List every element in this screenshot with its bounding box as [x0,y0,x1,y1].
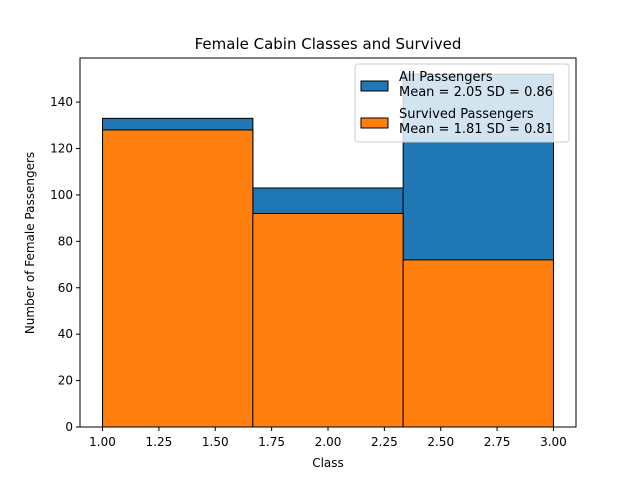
x-tick-label: 2.75 [484,435,511,449]
legend-swatch-all [360,80,389,92]
x-tick-label: 3.00 [540,435,567,449]
y-tick-label: 40 [58,327,73,341]
y-axis-label: Number of Female Passengers [23,152,37,334]
bar-survived-passengers-2 [252,212,404,428]
legend-stats-all: Mean = 2.05 SD = 0.86 [399,85,553,100]
legend-swatch-survived [360,117,389,129]
x-tick-label: 2.00 [315,435,342,449]
y-tick-label: 20 [58,374,73,388]
y-tick-label: 100 [50,188,73,202]
y-tick-label: 0 [65,420,73,434]
y-tick-label: 80 [58,234,73,248]
y-tick-label: 120 [50,142,73,156]
x-tick-label: 1.50 [202,435,229,449]
x-axis-ticks: 1.00 1.25 1.50 1.75 2.00 2.25 2.50 2.75 3.00 [89,427,567,449]
y-tick-label: 60 [58,281,73,295]
survived-passengers-bars [102,129,554,428]
legend-label-all: All Passengers [399,70,493,85]
x-tick-label: 1.00 [89,435,116,449]
x-tick-label: 1.25 [146,435,173,449]
legend-box [354,63,570,143]
y-axis-ticks: 0 20 40 60 80 100 120 140 [50,95,80,434]
legend: All Passengers Mean = 2.05 SD = 0.86 Sur… [354,63,570,143]
x-tick-label: 2.25 [371,435,398,449]
x-tick-label: 2.50 [427,435,454,449]
chart-title: Female Cabin Classes and Survived [195,35,462,53]
legend-stats-survived: Mean = 1.81 SD = 0.81 [399,122,553,137]
y-tick-label: 140 [50,95,73,109]
bar-survived-passengers-3 [402,259,554,428]
legend-label-survived: Survived Passengers [399,107,534,122]
x-tick-label: 1.75 [258,435,285,449]
bar-survived-passengers-1 [102,129,254,428]
x-axis-label: Class [312,456,344,470]
plot-area [79,57,577,428]
